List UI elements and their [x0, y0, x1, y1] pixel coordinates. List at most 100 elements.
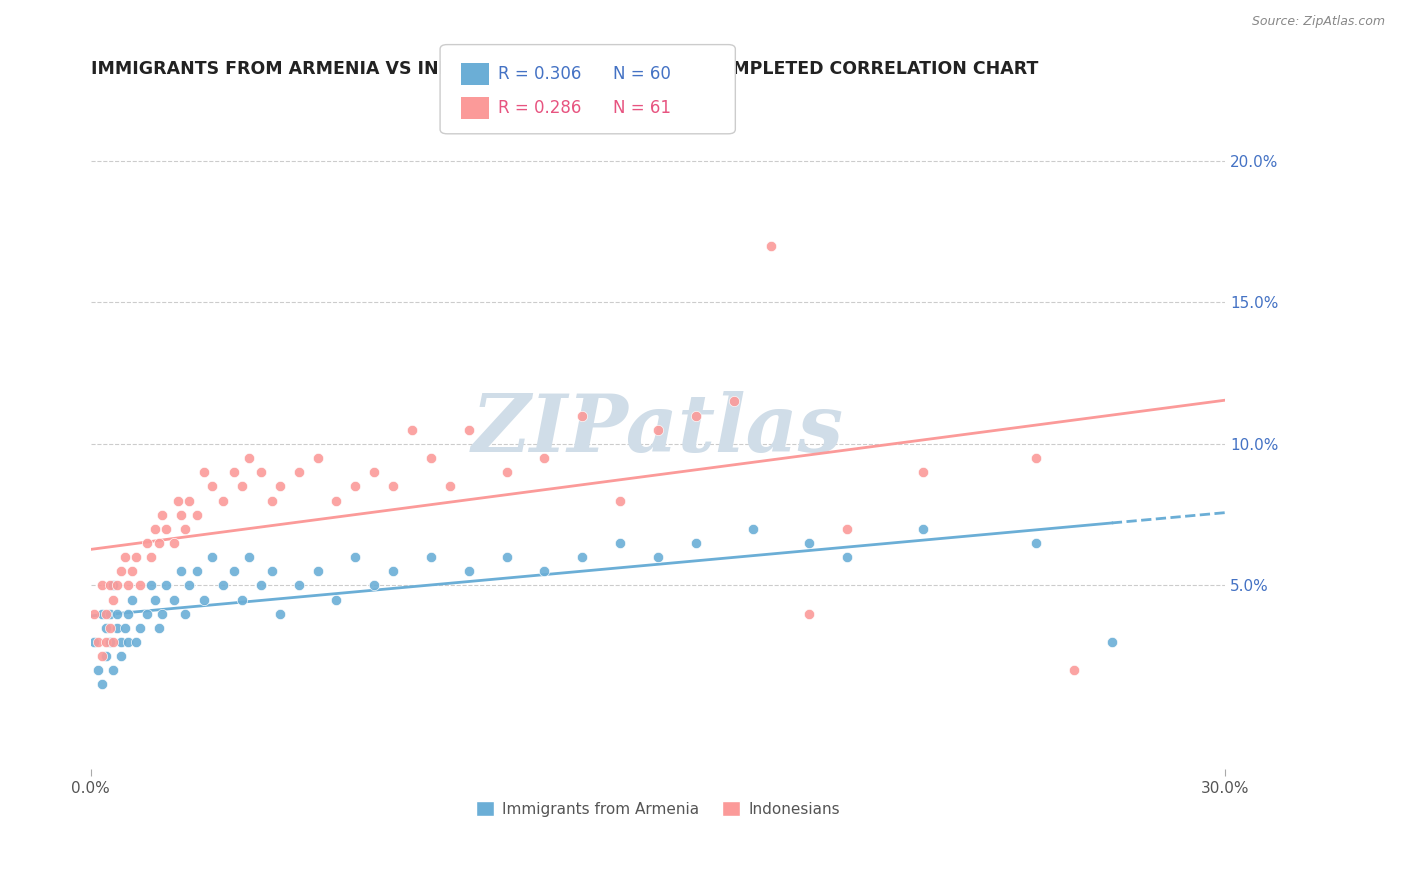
Point	[238, 451, 260, 466]
Point	[571, 409, 593, 423]
Point	[201, 550, 224, 565]
Point	[201, 479, 224, 493]
Point	[344, 479, 367, 493]
Point	[911, 465, 934, 479]
Point	[143, 522, 166, 536]
Point	[83, 635, 105, 649]
Point	[269, 607, 291, 621]
Point	[533, 564, 555, 578]
Point	[495, 465, 517, 479]
Point	[238, 550, 260, 565]
Legend: Immigrants from Armenia, Indonesians: Immigrants from Armenia, Indonesians	[470, 795, 846, 822]
Point	[495, 550, 517, 565]
Point	[117, 578, 139, 592]
Point	[609, 493, 631, 508]
Point	[174, 607, 197, 621]
Point	[363, 465, 385, 479]
Point	[117, 607, 139, 621]
Point	[103, 663, 125, 677]
Text: IMMIGRANTS FROM ARMENIA VS INDONESIAN NO SCHOOLING COMPLETED CORRELATION CHART: IMMIGRANTS FROM ARMENIA VS INDONESIAN NO…	[90, 60, 1038, 78]
Point	[121, 564, 143, 578]
Text: ZIPatlas: ZIPatlas	[472, 391, 844, 468]
Point	[382, 564, 405, 578]
Point	[94, 621, 117, 635]
Point	[344, 550, 367, 565]
Point	[1101, 635, 1123, 649]
Text: R = 0.286: R = 0.286	[498, 99, 581, 117]
Point	[128, 578, 150, 592]
Point	[420, 451, 443, 466]
Point	[91, 578, 114, 592]
Point	[799, 607, 821, 621]
Point	[103, 592, 125, 607]
Point	[287, 465, 309, 479]
Point	[98, 578, 121, 592]
Point	[152, 607, 174, 621]
Point	[457, 564, 479, 578]
Point	[83, 607, 105, 621]
Point	[382, 479, 405, 493]
Text: R = 0.306: R = 0.306	[498, 65, 581, 83]
Point	[177, 578, 200, 592]
Point	[103, 635, 125, 649]
Point	[799, 536, 821, 550]
Point	[103, 578, 125, 592]
Point	[685, 409, 707, 423]
Point	[250, 578, 273, 592]
Point	[136, 536, 159, 550]
Point	[439, 479, 461, 493]
Point	[212, 578, 235, 592]
Point	[307, 451, 329, 466]
Point	[186, 564, 208, 578]
Point	[287, 578, 309, 592]
Point	[105, 621, 128, 635]
Point	[647, 550, 669, 565]
Point	[91, 677, 114, 691]
Text: N = 60: N = 60	[613, 65, 671, 83]
Point	[609, 536, 631, 550]
Point	[87, 635, 110, 649]
Point	[125, 550, 148, 565]
Point	[262, 564, 284, 578]
Point	[420, 550, 443, 565]
Point	[457, 423, 479, 437]
Point	[136, 607, 159, 621]
Point	[152, 508, 174, 522]
Point	[193, 592, 215, 607]
Point	[91, 649, 114, 664]
Point	[325, 493, 347, 508]
Point	[571, 550, 593, 565]
Point	[723, 394, 745, 409]
Point	[170, 508, 193, 522]
Text: Source: ZipAtlas.com: Source: ZipAtlas.com	[1251, 15, 1385, 28]
Point	[121, 592, 143, 607]
Point	[224, 564, 246, 578]
Point	[128, 621, 150, 635]
Point	[262, 493, 284, 508]
Point	[98, 621, 121, 635]
Point	[94, 607, 117, 621]
Point	[98, 635, 121, 649]
Point	[533, 451, 555, 466]
Point	[174, 522, 197, 536]
Point	[148, 536, 170, 550]
Point	[148, 621, 170, 635]
Point	[139, 550, 162, 565]
Point	[1063, 663, 1085, 677]
Point	[647, 423, 669, 437]
Point	[163, 592, 186, 607]
Point	[307, 564, 329, 578]
Point	[186, 508, 208, 522]
Point	[91, 607, 114, 621]
Point	[685, 536, 707, 550]
Point	[163, 536, 186, 550]
Point	[98, 607, 121, 621]
Point	[231, 479, 253, 493]
Point	[193, 465, 215, 479]
Point	[250, 465, 273, 479]
Point	[741, 522, 763, 536]
Text: N = 61: N = 61	[613, 99, 671, 117]
Point	[363, 578, 385, 592]
Point	[1025, 536, 1047, 550]
Point	[139, 578, 162, 592]
